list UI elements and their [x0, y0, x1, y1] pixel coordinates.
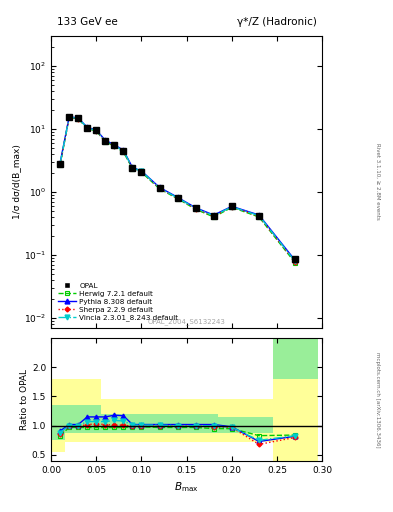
Legend: OPAL, Herwig 7.2.1 default, Pythia 8.308 default, Sherpa 2.2.9 default, Vincia 2: OPAL, Herwig 7.2.1 default, Pythia 8.308…: [55, 280, 181, 324]
Text: mcplots.cern.ch [arXiv:1306.3436]: mcplots.cern.ch [arXiv:1306.3436]: [375, 352, 380, 447]
Text: Rivet 3.1.10, ≥ 2.8M events: Rivet 3.1.10, ≥ 2.8M events: [375, 143, 380, 220]
Y-axis label: Ratio to OPAL: Ratio to OPAL: [20, 369, 29, 430]
Text: OPAL_2004_S6132243: OPAL_2004_S6132243: [148, 318, 226, 325]
Text: 133 GeV ee: 133 GeV ee: [57, 17, 117, 27]
Text: γ*/Z (Hadronic): γ*/Z (Hadronic): [237, 17, 317, 27]
X-axis label: $B_{\rm max}$: $B_{\rm max}$: [174, 480, 199, 494]
Y-axis label: 1/σ dσ/d(B_max): 1/σ dσ/d(B_max): [12, 144, 21, 219]
